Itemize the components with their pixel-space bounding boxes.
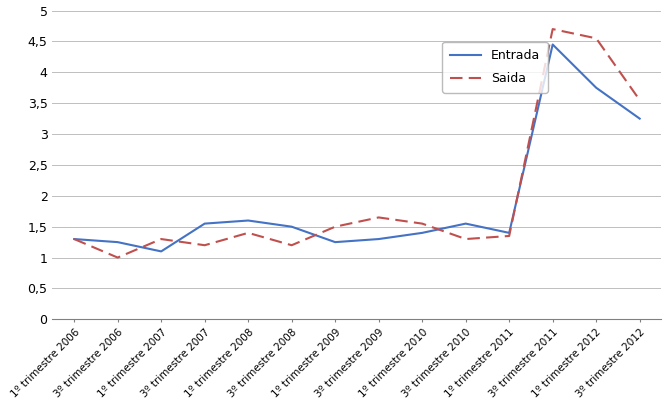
Entrada xyxy=(549,42,557,47)
Legend: Entrada, Saida: Entrada, Saida xyxy=(442,41,548,92)
Saida xyxy=(462,237,470,241)
Saida xyxy=(636,98,644,102)
Entrada xyxy=(462,221,470,226)
Line: Entrada: Entrada xyxy=(74,45,640,252)
Saida xyxy=(287,243,295,247)
Entrada xyxy=(418,230,426,235)
Saida xyxy=(375,215,383,220)
Saida xyxy=(505,234,513,239)
Saida xyxy=(201,243,209,247)
Saida xyxy=(592,36,600,41)
Saida xyxy=(157,237,165,241)
Entrada xyxy=(636,116,644,121)
Saida xyxy=(70,237,78,241)
Saida xyxy=(244,230,252,235)
Entrada xyxy=(157,249,165,254)
Saida xyxy=(418,221,426,226)
Entrada xyxy=(244,218,252,223)
Saida xyxy=(331,224,340,229)
Entrada xyxy=(375,237,383,241)
Entrada xyxy=(113,240,121,245)
Entrada xyxy=(287,224,295,229)
Entrada xyxy=(70,237,78,241)
Entrada xyxy=(201,221,209,226)
Line: Saida: Saida xyxy=(74,29,640,258)
Saida xyxy=(113,255,121,260)
Entrada xyxy=(331,240,340,245)
Entrada xyxy=(505,230,513,235)
Entrada xyxy=(592,85,600,90)
Saida xyxy=(549,27,557,32)
